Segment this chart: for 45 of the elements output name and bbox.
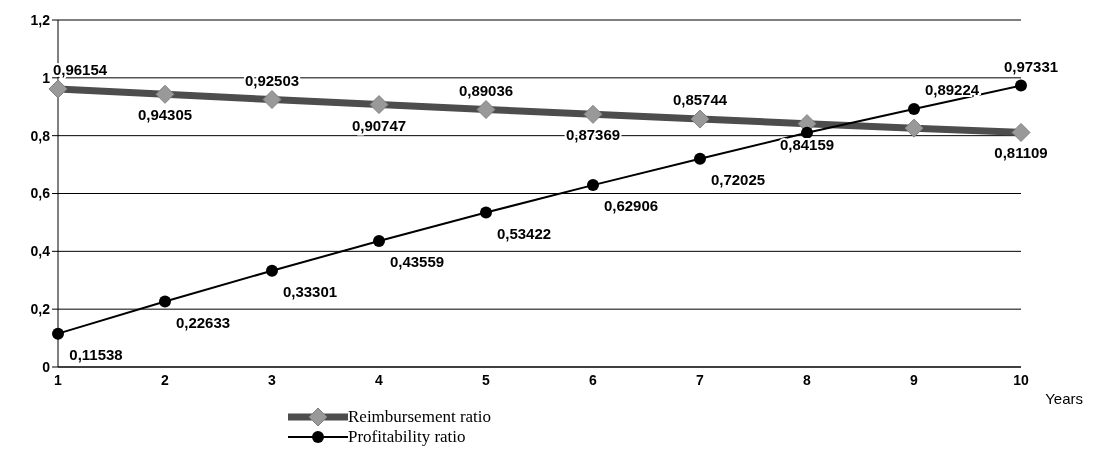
data-label: 0,33301 <box>282 282 338 300</box>
data-label: 0,96154 <box>52 60 108 78</box>
x-tick-label: 7 <box>696 371 705 388</box>
point <box>480 206 492 219</box>
x-tick-label: 9 <box>910 371 919 388</box>
y-tick-label: 0,4 <box>30 243 51 260</box>
data-label: 0,94305 <box>137 106 193 124</box>
point <box>694 152 706 165</box>
point <box>159 295 171 308</box>
point <box>801 126 813 139</box>
y-tick-label: 0,2 <box>30 301 51 318</box>
x-tick-label: 1 <box>54 371 63 388</box>
x-axis-title: Years <box>1045 390 1083 407</box>
x-tick-label: 5 <box>482 371 491 388</box>
data-label: 0,22633 <box>175 313 231 331</box>
data-label: 0,89036 <box>458 81 514 99</box>
point <box>908 102 920 115</box>
y-tick-label: 1 <box>42 69 51 86</box>
data-label: 0,72025 <box>710 170 766 188</box>
data-label: 0,53422 <box>496 224 552 242</box>
x-tick-label: 4 <box>375 371 384 388</box>
data-label: 0,84159 <box>779 135 835 153</box>
point <box>587 179 599 192</box>
point <box>1015 79 1027 92</box>
data-label: 0,81109 <box>994 144 1048 162</box>
data-label: 0,43559 <box>389 253 445 271</box>
y-tick-label: 0,8 <box>30 127 51 144</box>
x-tick-label: 2 <box>161 371 170 388</box>
legend-label: Reimbursement ratio <box>348 407 492 427</box>
data-label: 0,90747 <box>351 116 407 134</box>
y-tick-label: 0,6 <box>30 185 51 202</box>
data-label: 0,89224 <box>924 80 980 98</box>
data-label: 0,85744 <box>672 91 728 109</box>
x-tick-label: 8 <box>803 371 812 388</box>
data-label: 0,97331 <box>1003 57 1059 75</box>
y-tick-label: 1,2 <box>30 11 51 28</box>
x-tick-label: 3 <box>268 371 277 388</box>
data-label: 0,62906 <box>603 197 659 215</box>
point <box>52 327 64 340</box>
point <box>266 264 278 277</box>
x-tick-label: 6 <box>589 371 598 388</box>
x-tick-label: 10 <box>1013 371 1029 388</box>
y-tick-label: 0 <box>42 358 51 375</box>
data-label: 0,11538 <box>69 345 123 363</box>
legend-label: Profitability ratio <box>348 427 466 447</box>
